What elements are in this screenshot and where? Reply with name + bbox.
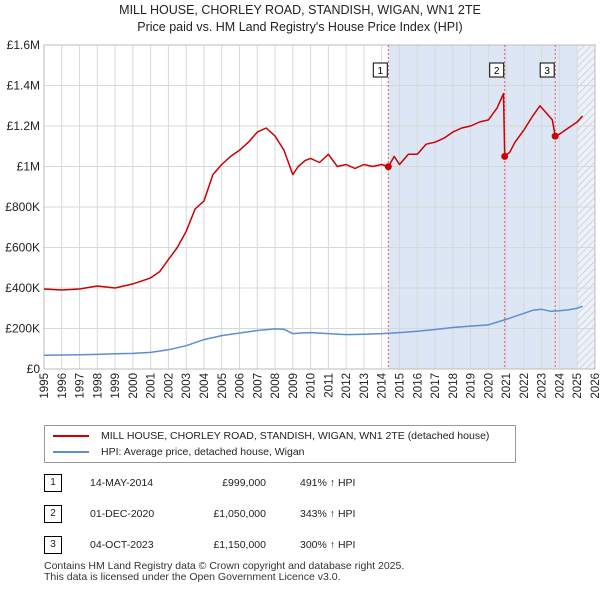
x-tick-label: 2022 (519, 373, 531, 399)
plot-border (43, 44, 596, 370)
x-tick-label: 2012 (341, 373, 353, 399)
y-tick-label: £1M (17, 160, 40, 174)
x-tick-label: 2013 (359, 373, 371, 399)
sale-label-box (372, 62, 388, 78)
x-tick-label: 2023 (537, 373, 549, 399)
y-tick-label: £400K (5, 281, 40, 295)
sale-label-box (539, 62, 555, 78)
transaction-price: £1,050,000 (213, 508, 266, 520)
legend-item-hpi: HPI: Average price, detached house, Wiga… (53, 444, 305, 460)
y-tick-label: £1.4M (7, 79, 40, 93)
x-tick-label: 2014 (377, 372, 389, 398)
x-tick-label: 2001 (146, 373, 158, 399)
footer-license: This data is licensed under the Open Gov… (44, 571, 341, 583)
y-tick-label: £600K (5, 241, 40, 255)
footer-copyright: Contains HM Land Registry data © Crown c… (44, 560, 405, 572)
x-tick-label: 2002 (163, 373, 175, 399)
transaction-hpi: 343% ↑ HPI (300, 508, 356, 520)
transaction-price: £1,150,000 (213, 539, 266, 551)
chart-subtitle: Price paid vs. HM Land Registry's House … (137, 20, 463, 34)
x-tick-label: 2018 (448, 373, 460, 399)
x-tick-label: 2010 (306, 373, 318, 399)
transaction-row: 1 14-MAY-2014 £999,000 491% ↑ HPI (44, 474, 444, 492)
sale-label-number: 2 (494, 66, 500, 77)
x-tick-label: 2009 (288, 373, 300, 399)
transaction-number: 3 (44, 536, 62, 554)
y-tick-label: £1.2M (7, 119, 40, 133)
y-tick-label: £200K (5, 322, 40, 336)
x-tick-label: 2019 (466, 373, 478, 399)
x-tick-label: 2025 (572, 373, 584, 399)
transaction-number: 1 (44, 474, 62, 492)
x-tick-label: 1999 (110, 373, 122, 399)
x-tick-label: 2016 (412, 373, 424, 399)
x-tick-label: 2004 (199, 372, 211, 398)
x-tick-label: 2008 (270, 373, 282, 399)
price-chart: £0 £200K £400K £600K £800K £1M £1.2M £1.4M £1.6M… (5, 38, 600, 399)
x-tick-label: 2017 (430, 373, 442, 399)
x-tick-label: 2015 (395, 373, 407, 399)
legend-label-property: MILL HOUSE, CHORLEY ROAD, STANDISH, WIGA… (101, 430, 490, 442)
sale-label-box (489, 62, 505, 78)
sale-point (551, 132, 559, 140)
transaction-date: 04-OCT-2023 (90, 539, 154, 551)
transaction-date: 14-MAY-2014 (90, 477, 154, 489)
legend-swatch-property (53, 435, 89, 438)
sale-point (384, 163, 392, 171)
transaction-hpi: 300% ↑ HPI (300, 539, 356, 551)
sale-label-number: 3 (544, 66, 550, 77)
transaction-number: 2 (44, 505, 62, 523)
y-tick-label: £0 (27, 362, 41, 376)
x-tick-label: 1998 (92, 373, 104, 399)
legend-label-hpi: HPI: Average price, detached house, Wiga… (101, 446, 305, 458)
transaction-row: 2 01-DEC-2020 £1,050,000 343% ↑ HPI (44, 505, 444, 523)
x-tick-label: 1996 (57, 373, 69, 399)
x-tick-label: 2021 (501, 373, 513, 399)
x-tick-label: 1997 (75, 373, 87, 399)
legend: MILL HOUSE, CHORLEY ROAD, STANDISH, WIGA… (44, 425, 516, 463)
x-tick-label: 2020 (483, 373, 495, 399)
chart-title: MILL HOUSE, CHORLEY ROAD, STANDISH, WIGA… (119, 3, 481, 17)
x-tick-label: 2000 (128, 373, 140, 399)
legend-item-property: MILL HOUSE, CHORLEY ROAD, STANDISH, WIGA… (53, 428, 489, 444)
sale-point (501, 152, 509, 160)
transaction-row: 3 04-OCT-2023 £1,150,000 300% ↑ HPI (44, 536, 444, 554)
hpi-line (43, 305, 583, 356)
y-tick-label: £800K (5, 200, 40, 214)
property-price-line (43, 92, 584, 291)
x-tick-label: 2026 (590, 373, 600, 399)
sale-label-number: 1 (378, 66, 384, 77)
y-tick-label: £1.6M (7, 38, 40, 52)
x-tick-label: 2024 (554, 372, 566, 398)
legend-swatch-hpi (53, 451, 89, 454)
footer: Contains HM Land Registry data © Crown c… (44, 561, 404, 583)
x-tick-label: 2006 (235, 373, 247, 399)
transaction-price: £999,000 (222, 477, 266, 489)
x-tick-label: 1995 (39, 373, 51, 399)
x-tick-label: 2005 (217, 373, 229, 399)
x-tick-label: 2011 (323, 373, 335, 398)
transaction-date: 01-DEC-2020 (90, 508, 155, 520)
transaction-hpi: 491% ↑ HPI (300, 477, 356, 489)
x-tick-label: 2003 (181, 373, 193, 399)
x-tick-label: 2007 (252, 373, 264, 399)
